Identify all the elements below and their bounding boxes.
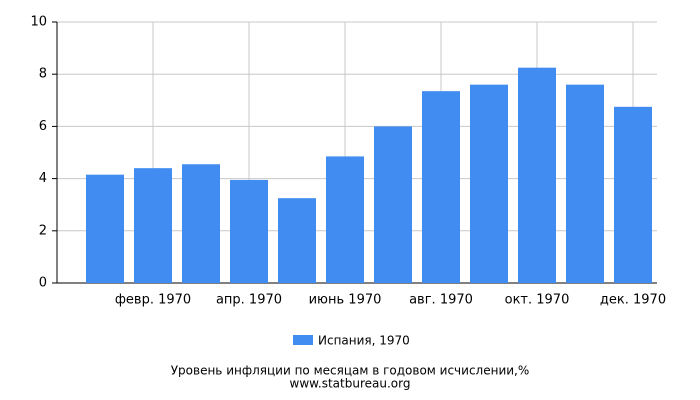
bar (182, 164, 220, 283)
footer-source: www.statbureau.org (290, 377, 411, 391)
bar (614, 106, 652, 283)
y-tick-label: 8 (39, 67, 47, 82)
bar (230, 179, 268, 283)
bar (470, 84, 508, 283)
y-tick-label: 4 (39, 171, 47, 186)
x-tick-label: июнь 1970 (309, 293, 382, 308)
y-tick-label: 10 (30, 15, 47, 30)
bar (518, 67, 556, 283)
bar (134, 168, 172, 283)
x-tick-label: февр. 1970 (115, 293, 191, 308)
bar (566, 84, 604, 283)
x-tick-label: апр. 1970 (216, 293, 282, 308)
bar (86, 174, 124, 283)
bar (374, 126, 412, 284)
y-tick-label: 6 (39, 119, 47, 134)
y-tick-label: 2 (39, 223, 47, 238)
bar (422, 91, 460, 283)
x-tick-label: дек. 1970 (600, 293, 666, 308)
bar (278, 198, 316, 283)
legend-label: Испания, 1970 (318, 334, 410, 348)
x-tick-label: окт. 1970 (505, 293, 570, 308)
footer-caption: Уровень инфляции по месяцам в годовом ис… (171, 364, 530, 378)
bar (326, 156, 364, 283)
legend-swatch (293, 335, 313, 345)
y-tick-label: 0 (39, 276, 47, 291)
x-tick-label: авг. 1970 (409, 293, 473, 308)
